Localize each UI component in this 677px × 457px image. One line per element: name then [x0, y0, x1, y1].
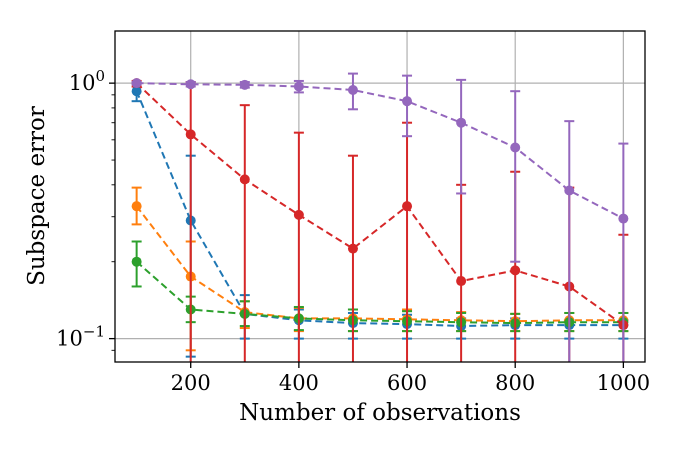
- axis-layer: 200 400 600 800 1000 10−1 100: [56, 67, 650, 395]
- y-axis-label: Subspace error: [24, 106, 50, 286]
- data-point: [510, 265, 521, 276]
- series-2: [131, 186, 629, 352]
- series-line: [135, 260, 624, 325]
- data-point: [185, 79, 196, 90]
- data-point: [402, 201, 413, 212]
- series-line: [136, 82, 624, 220]
- data-point: [131, 78, 142, 89]
- data-point: [456, 276, 467, 287]
- data-point: [347, 243, 358, 254]
- data-point: [456, 117, 467, 128]
- x-tick-label: 800: [495, 371, 535, 395]
- data-point: [618, 213, 629, 224]
- data-point: [402, 96, 413, 107]
- y-tick-label: 10−1: [56, 323, 105, 351]
- series-5: [131, 72, 629, 362]
- data-point: [293, 81, 304, 92]
- data-point: [185, 129, 196, 140]
- data-point: [239, 79, 250, 90]
- x-tick-label: 600: [387, 371, 427, 395]
- series-line: [135, 205, 624, 323]
- series-line: [135, 82, 624, 326]
- x-tick-label: 200: [171, 371, 211, 395]
- x-axis-label: Number of observations: [239, 400, 521, 426]
- data-point: [564, 185, 575, 196]
- y-tick-label: 100: [69, 67, 105, 95]
- x-tick-label: 1000: [597, 371, 650, 395]
- plot-frame: [114, 30, 646, 363]
- data-point: [131, 86, 142, 97]
- series-line: [135, 90, 624, 328]
- series-1: [131, 82, 629, 358]
- data-point: [239, 174, 250, 185]
- data-point: [347, 85, 358, 96]
- series-3: [131, 240, 629, 333]
- data-point: [131, 201, 142, 212]
- data-point: [131, 256, 142, 267]
- x-tick-label: 400: [279, 371, 319, 395]
- series-layer: [131, 72, 629, 362]
- data-point: [293, 209, 304, 220]
- data-point: [510, 142, 521, 153]
